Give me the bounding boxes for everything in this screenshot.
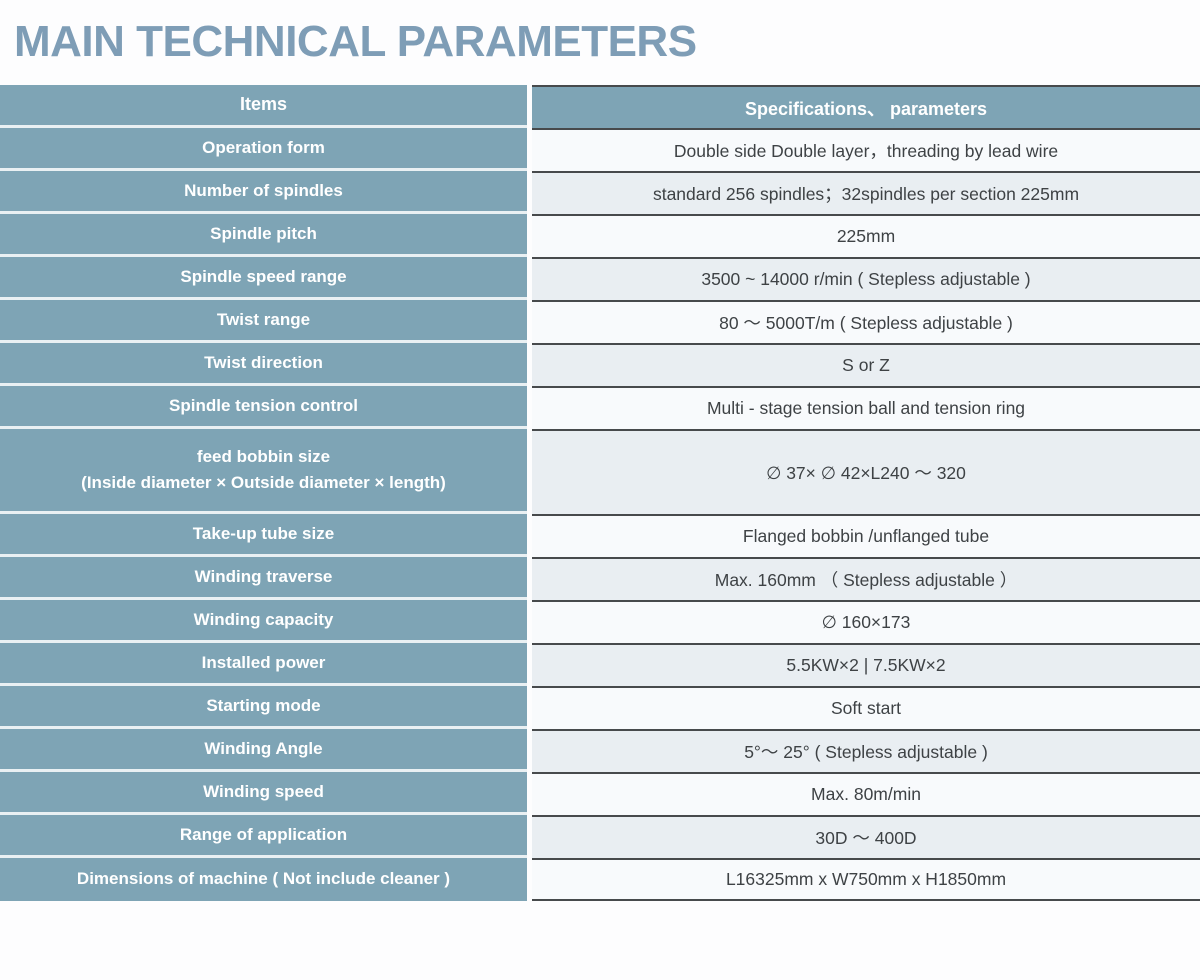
table-row: Starting mode Soft start	[0, 686, 1200, 729]
item-cell: Starting mode	[0, 686, 527, 729]
table-row: Take-up tube size Flanged bobbin /unflan…	[0, 514, 1200, 557]
item-cell: feed bobbin size (Inside diameter × Outs…	[0, 429, 527, 514]
table-row: Winding capacity ∅ 160×173	[0, 600, 1200, 643]
parameters-table: Items Specifications、 parameters Operati…	[0, 85, 1200, 901]
item-cell: Twist direction	[0, 343, 527, 386]
item-cell: Take-up tube size	[0, 514, 527, 557]
value-cell: Soft start	[532, 686, 1200, 729]
item-cell: Winding Angle	[0, 729, 527, 772]
value-cell: 225mm	[532, 214, 1200, 257]
value-cell: 5°～ 25° ( Stepless adjustable )	[532, 729, 1200, 772]
table-row: Number of spindles standard 256 spindles…	[0, 171, 1200, 214]
table-row: Winding traverse Max. 160mm （ Stepless a…	[0, 557, 1200, 600]
table-row: Winding Angle 5°～ 25° ( Stepless adjusta…	[0, 729, 1200, 772]
page-title: MAIN TECHNICAL PARAMETERS	[14, 17, 697, 66]
table-row: Range of application 30D ～ 400D	[0, 815, 1200, 858]
value-cell: S or Z	[532, 343, 1200, 386]
value-cell: Multi - stage tension ball and tension r…	[532, 386, 1200, 429]
item-cell: Twist range	[0, 300, 527, 343]
table-row: Installed power 5.5KW×2 | 7.5KW×2	[0, 643, 1200, 686]
value-cell: 5.5KW×2 | 7.5KW×2	[532, 643, 1200, 686]
table-row: Spindle pitch 225mm	[0, 214, 1200, 257]
value-cell: Max. 160mm （ Stepless adjustable ）	[532, 557, 1200, 600]
value-cell: 3500 ~ 14000 r/min ( Stepless adjustable…	[532, 257, 1200, 300]
item-cell: Winding speed	[0, 772, 527, 815]
table-row: Spindle speed range 3500 ~ 14000 r/min (…	[0, 257, 1200, 300]
table-row: Twist range 80 ～ 5000T/m ( Stepless adju…	[0, 300, 1200, 343]
value-cell: Max. 80m/min	[532, 772, 1200, 815]
items-header-cell: Items	[0, 85, 527, 128]
table-row: Dimensions of machine ( Not include clea…	[0, 858, 1200, 901]
table-row: Operation form Double side Double layer，…	[0, 128, 1200, 171]
table-row: Spindle tension control Multi - stage te…	[0, 386, 1200, 429]
value-cell: standard 256 spindles；32spindles per sec…	[532, 171, 1200, 214]
item-cell: Spindle speed range	[0, 257, 527, 300]
value-cell: ∅ 160×173	[532, 600, 1200, 643]
item-cell: Installed power	[0, 643, 527, 686]
table-row: feed bobbin size (Inside diameter × Outs…	[0, 429, 1200, 514]
value-cell: 80 ～ 5000T/m ( Stepless adjustable )	[532, 300, 1200, 343]
value-cell: L16325mm x W750mm x H1850mm	[532, 858, 1200, 901]
value-cell: Double side Double layer，threading by le…	[532, 128, 1200, 171]
item-cell: Number of spindles	[0, 171, 527, 214]
item-cell: Dimensions of machine ( Not include clea…	[0, 858, 527, 901]
item-cell: Spindle tension control	[0, 386, 527, 429]
value-cell: 30D ～ 400D	[532, 815, 1200, 858]
table-row: Twist direction S or Z	[0, 343, 1200, 386]
table-row: Winding speed Max. 80m/min	[0, 772, 1200, 815]
item-cell: Winding traverse	[0, 557, 527, 600]
specs-header-cell: Specifications、 parameters	[532, 85, 1200, 128]
item-cell: Range of application	[0, 815, 527, 858]
value-cell: Flanged bobbin /unflanged tube	[532, 514, 1200, 557]
item-cell: Winding capacity	[0, 600, 527, 643]
item-cell: Operation form	[0, 128, 527, 171]
table-header-row: Items Specifications、 parameters	[0, 85, 1200, 128]
value-cell: ∅ 37× ∅ 42×L240 ～ 320	[532, 429, 1200, 514]
item-cell: Spindle pitch	[0, 214, 527, 257]
